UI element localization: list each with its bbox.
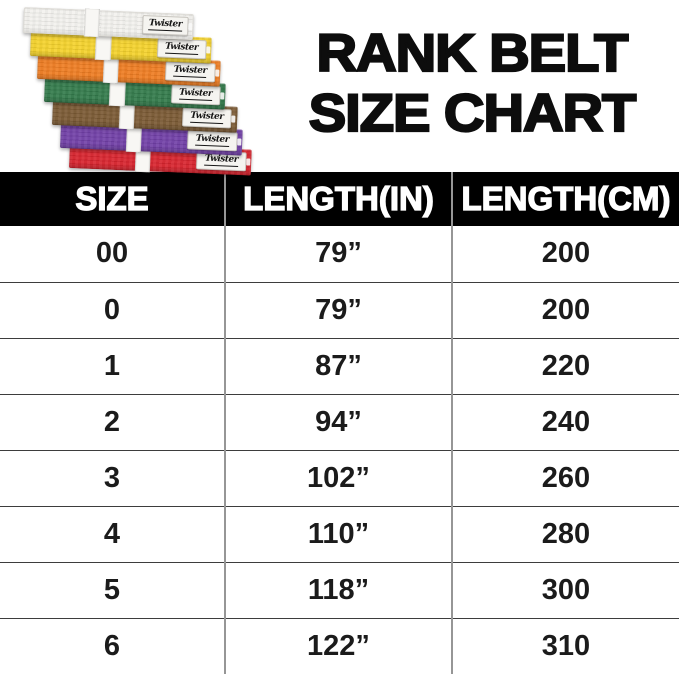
cell-size: 5: [0, 561, 225, 618]
cell-size: 00: [95, 237, 129, 270]
cell-size: 2: [0, 393, 225, 450]
belt-brand-tag: Twister: [187, 130, 238, 152]
belt-brand-tag: Twister: [156, 38, 207, 60]
header-size: SIZE: [0, 172, 225, 226]
belt-brand-tag: Twister: [170, 84, 221, 106]
cell-size: 3: [0, 449, 225, 506]
cell-length-in: 87”: [224, 337, 452, 394]
table-row: 6 122” 310: [0, 617, 679, 674]
cell-length-cm: 240: [451, 393, 679, 450]
belt-brand-label: Twister: [195, 133, 230, 147]
belt-brand-label: Twister: [204, 153, 239, 167]
cell-length-cm: 220: [451, 337, 679, 394]
table-row: 4 110” 280: [0, 505, 679, 562]
cell-length-in: 94”: [224, 393, 452, 450]
header-row: SIZE LENGTH(IN) LENGTH(CM): [0, 172, 679, 226]
header-length-cm: LENGTH(CM): [451, 172, 679, 226]
belt-brand-label: Twister: [190, 110, 224, 125]
cell-size: 0: [0, 281, 225, 338]
cell-length-cm: 310: [451, 617, 679, 674]
page-title-line-1: RANK BELT: [315, 23, 629, 84]
table-row: 00 79” 200: [0, 226, 679, 282]
page-title-line-2: SIZE CHART: [308, 83, 638, 144]
size-chart-body: 00 79” 200 0 79” 200 1 87” 220 2 94” 240…: [0, 226, 679, 674]
belt-stack-photo: Twister Twister Twister Twister Twister …: [0, 0, 270, 176]
belt-brand-label: Twister: [173, 64, 207, 79]
cell-length-in: 118”: [224, 561, 452, 618]
cell-length-cm: 280: [451, 505, 679, 562]
page-title: RANK BELT SIZE CHART: [256, 23, 679, 144]
table-row: 1 87” 220: [0, 337, 679, 394]
size-chart-table: SIZE LENGTH(IN) LENGTH(CM) 00 79” 200 0 …: [0, 172, 679, 674]
cell-size: 4: [0, 505, 225, 562]
belt-brand-tag: Twister: [181, 107, 233, 129]
belt-brand-tag: Twister: [141, 14, 189, 36]
cell-length-cm: 200: [451, 226, 679, 282]
cell-length-cm: 200: [451, 281, 679, 338]
cell-size: 1: [0, 337, 225, 394]
belt-brand-label: Twister: [178, 87, 213, 101]
belt-brand-label: Twister: [164, 41, 199, 55]
table-row: 5 118” 300: [0, 561, 679, 618]
belt-brand-tag: Twister: [165, 61, 216, 83]
cell-length-cm: 260: [451, 449, 679, 506]
cell-length-cm: 300: [451, 561, 679, 618]
table-row: 0 79” 200: [0, 281, 679, 338]
cell-length-in: 102”: [224, 449, 452, 506]
belt-stripe: [84, 8, 100, 38]
table-row: 2 94” 240: [0, 393, 679, 450]
size-chart-header: SIZE LENGTH(IN) LENGTH(CM): [0, 172, 679, 226]
cell-length-in: 122”: [224, 617, 452, 674]
cell-length-in: 79”: [224, 281, 452, 338]
cell-length-in: 110”: [224, 505, 452, 562]
cell-size: 6: [0, 617, 225, 674]
header-length-in: LENGTH(IN): [224, 172, 452, 226]
table-row: 3 102” 260: [0, 449, 679, 506]
cell-length-in: 79”: [224, 226, 452, 282]
belt-brand-label: Twister: [148, 18, 183, 32]
